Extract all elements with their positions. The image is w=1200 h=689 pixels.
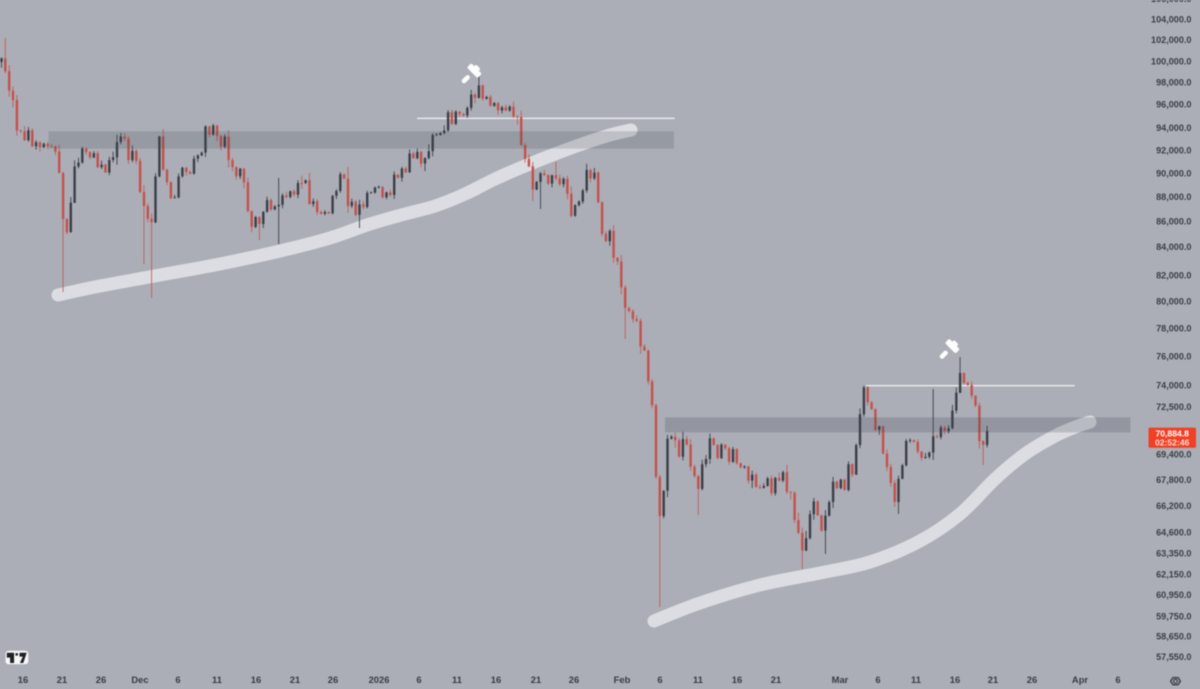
svg-text:69,400.0: 69,400.0 bbox=[1156, 450, 1191, 460]
svg-text:26: 26 bbox=[328, 674, 338, 685]
svg-text:16: 16 bbox=[491, 674, 501, 685]
svg-text:57,550.0: 57,550.0 bbox=[1156, 652, 1191, 662]
svg-text:21: 21 bbox=[290, 674, 300, 685]
svg-text:11: 11 bbox=[452, 674, 462, 685]
svg-text:26: 26 bbox=[96, 674, 106, 685]
svg-text:Mar: Mar bbox=[832, 674, 849, 685]
svg-text:80,000.0: 80,000.0 bbox=[1156, 297, 1191, 307]
svg-text:104,000.0: 104,000.0 bbox=[1151, 15, 1191, 25]
svg-text:67,800.0: 67,800.0 bbox=[1156, 475, 1191, 485]
svg-text:11: 11 bbox=[693, 674, 703, 685]
svg-text:100,000.0: 100,000.0 bbox=[1151, 56, 1191, 66]
svg-text:21: 21 bbox=[771, 674, 781, 685]
svg-text:74,000.0: 74,000.0 bbox=[1156, 380, 1191, 390]
svg-text:6: 6 bbox=[1115, 674, 1120, 685]
svg-text:98,000.0: 98,000.0 bbox=[1156, 78, 1191, 88]
svg-text:21: 21 bbox=[988, 674, 998, 685]
svg-text:78,000.0: 78,000.0 bbox=[1156, 323, 1191, 333]
svg-text:6: 6 bbox=[875, 674, 880, 685]
svg-text:58,650.0: 58,650.0 bbox=[1156, 632, 1191, 642]
svg-text:72,500.0: 72,500.0 bbox=[1156, 402, 1191, 412]
svg-text:26: 26 bbox=[1027, 674, 1037, 685]
svg-text:62,150.0: 62,150.0 bbox=[1156, 569, 1191, 579]
svg-text:02:52:46: 02:52:46 bbox=[1155, 438, 1190, 448]
svg-text:63,350.0: 63,350.0 bbox=[1156, 549, 1191, 559]
svg-text:21: 21 bbox=[531, 674, 541, 685]
svg-text:16: 16 bbox=[18, 674, 28, 685]
svg-text:82,000.0: 82,000.0 bbox=[1156, 271, 1191, 281]
svg-text:16: 16 bbox=[251, 674, 261, 685]
svg-text:66,200.0: 66,200.0 bbox=[1156, 501, 1191, 511]
svg-text:88,000.0: 88,000.0 bbox=[1156, 192, 1191, 202]
svg-text:6: 6 bbox=[175, 674, 180, 685]
svg-text:96,000.0: 96,000.0 bbox=[1156, 100, 1191, 110]
svg-text:11: 11 bbox=[911, 674, 921, 685]
svg-text:2026: 2026 bbox=[369, 674, 390, 685]
svg-text:Apr: Apr bbox=[1072, 674, 1088, 685]
svg-text:102,000.0: 102,000.0 bbox=[1151, 35, 1191, 45]
svg-text:16: 16 bbox=[732, 674, 742, 685]
svg-text:Dec: Dec bbox=[131, 674, 148, 685]
svg-text:Feb: Feb bbox=[614, 674, 631, 685]
svg-text:90,000.0: 90,000.0 bbox=[1156, 169, 1191, 179]
svg-text:106,000.0: 106,000.0 bbox=[1151, 0, 1191, 4]
svg-text:76,000.0: 76,000.0 bbox=[1156, 352, 1191, 362]
svg-text:21: 21 bbox=[57, 674, 67, 685]
svg-text:60,950.0: 60,950.0 bbox=[1156, 590, 1191, 600]
svg-text:16: 16 bbox=[950, 674, 960, 685]
svg-text:6: 6 bbox=[416, 674, 421, 685]
svg-text:84,000.0: 84,000.0 bbox=[1156, 242, 1191, 252]
svg-text:86,000.0: 86,000.0 bbox=[1156, 217, 1191, 227]
svg-text:64,600.0: 64,600.0 bbox=[1156, 528, 1191, 538]
svg-text:26: 26 bbox=[569, 674, 579, 685]
svg-text:94,000.0: 94,000.0 bbox=[1156, 123, 1191, 133]
svg-text:6: 6 bbox=[657, 674, 662, 685]
svg-text:11: 11 bbox=[212, 674, 222, 685]
svg-text:59,750.0: 59,750.0 bbox=[1156, 611, 1191, 621]
svg-text:70,884.8: 70,884.8 bbox=[1155, 428, 1189, 438]
svg-text:92,000.0: 92,000.0 bbox=[1156, 146, 1191, 156]
